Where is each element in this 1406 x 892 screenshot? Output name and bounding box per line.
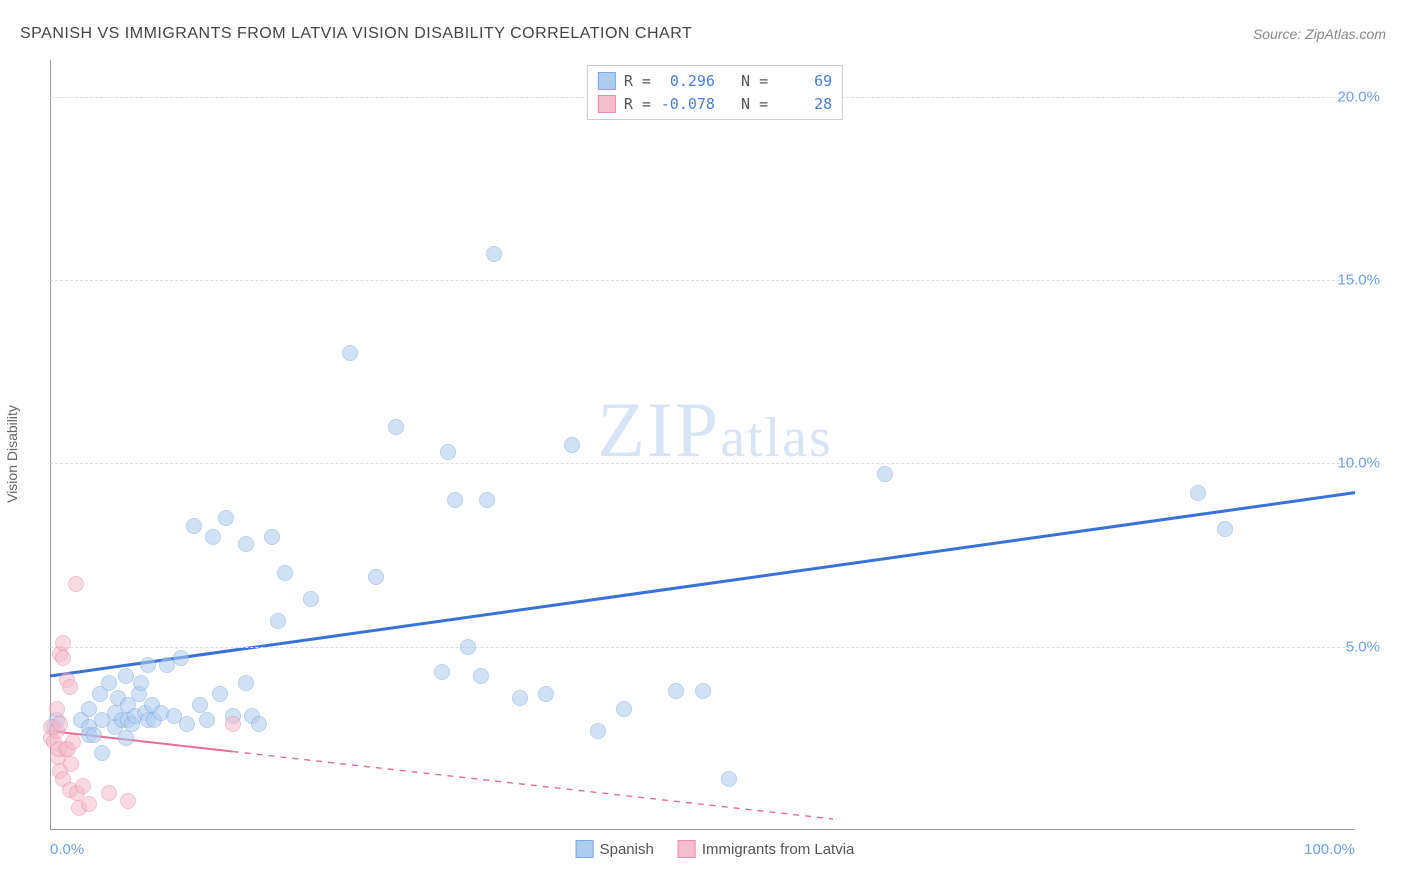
data-point [447,492,463,508]
data-point [388,419,404,435]
data-point [101,785,117,801]
data-point [277,565,293,581]
data-point [118,668,134,684]
data-point [538,686,554,702]
data-point [225,716,241,732]
stat-r-value: -0.078 [659,93,715,116]
stat-n-label: N = [723,70,768,93]
data-point [205,529,221,545]
data-point [86,727,102,743]
stat-n-value: 28 [776,93,832,116]
data-point [668,683,684,699]
data-point [270,613,286,629]
data-point [63,756,79,772]
trendline [50,493,1355,676]
data-point [512,690,528,706]
y-tick-label: 10.0% [1337,455,1380,472]
data-point [342,345,358,361]
source-attribution: Source: ZipAtlas.com [1253,26,1386,42]
data-point [120,793,136,809]
data-point [479,492,495,508]
stats-row: R = -0.078 N = 28 [598,93,832,116]
data-point [133,675,149,691]
data-point [251,716,267,732]
data-point [55,650,71,666]
data-point [616,701,632,717]
x-axis-line [50,829,1355,830]
data-point [564,437,580,453]
x-tick-label: 100.0% [1304,841,1355,858]
data-point [460,639,476,655]
data-point [186,518,202,534]
data-point [264,529,280,545]
data-point [75,778,91,794]
data-point [62,679,78,695]
data-point [118,730,134,746]
data-point [695,683,711,699]
data-point [590,723,606,739]
legend-swatch [598,95,616,113]
data-point [440,444,456,460]
legend-label: Immigrants from Latvia [702,841,855,858]
data-point [49,701,65,717]
data-point [218,510,234,526]
data-point [473,668,489,684]
data-point [434,664,450,680]
data-point [68,576,84,592]
data-point [1190,485,1206,501]
legend-label: Spanish [600,841,654,858]
legend-item: Immigrants from Latvia [678,840,855,858]
gridline [50,463,1355,464]
stat-n-label: N = [723,93,768,116]
y-tick-label: 20.0% [1337,88,1380,105]
data-point [173,650,189,666]
data-point [55,635,71,651]
x-tick-label: 0.0% [50,841,84,858]
stat-r-value: 0.296 [659,70,715,93]
legend-swatch [576,840,594,858]
trendline-extrapolated [233,752,833,819]
legend-item: Spanish [576,840,654,858]
data-point [140,657,156,673]
stat-r-label: R = [624,93,651,116]
legend-swatch [678,840,696,858]
data-point [877,466,893,482]
stat-r-label: R = [624,70,651,93]
data-point [238,536,254,552]
data-point [212,686,228,702]
chart-title: SPANISH VS IMMIGRANTS FROM LATVIA VISION… [20,25,692,43]
legend-swatch [598,72,616,90]
scatter-chart: ZIPatlas R =0.296 N =69R =-0.078 N =28 S… [50,60,1380,830]
data-point [721,771,737,787]
data-point [94,745,110,761]
data-point [486,246,502,262]
data-point [238,675,254,691]
data-point [65,734,81,750]
data-point [368,569,384,585]
gridline [50,647,1355,648]
data-point [199,712,215,728]
data-point [101,675,117,691]
gridline [50,280,1355,281]
y-axis-label: Vision Disability [4,405,20,503]
data-point [192,697,208,713]
series-legend: Spanish Immigrants from Latvia [576,840,855,858]
data-point [179,716,195,732]
data-point [303,591,319,607]
correlation-stats-legend: R = 0.296 N = 69 R = -0.078 N = 28 [587,65,843,120]
data-point [81,796,97,812]
y-tick-label: 5.0% [1346,638,1380,655]
data-point [1217,521,1233,537]
y-tick-label: 15.0% [1337,272,1380,289]
data-point [52,716,68,732]
stats-row: R = 0.296 N = 69 [598,70,832,93]
stat-n-value: 69 [776,70,832,93]
